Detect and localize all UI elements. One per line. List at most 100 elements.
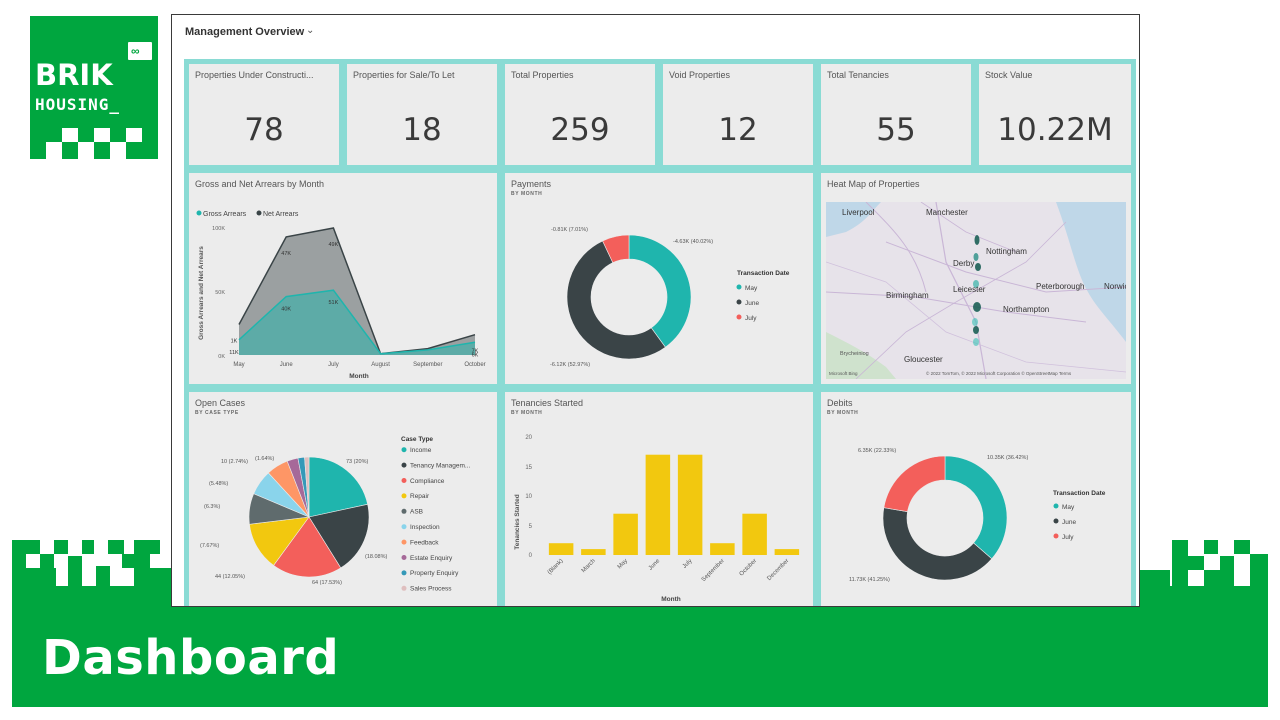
kpi-value: 78 [244, 112, 284, 148]
open-cases-chart-tile[interactable]: Open Cases BY CASE TYPE Income Tenancy Ma… [189, 392, 497, 606]
tenancies-chart-tile[interactable]: Tenancies Started BY MONTH Tenancies Sta… [505, 392, 813, 606]
slice-label: (5.48%) [209, 481, 228, 487]
legend-marker [401, 493, 407, 499]
chart-title: Debits [827, 398, 853, 408]
legend-label-gross: Gross Arrears [203, 211, 247, 218]
slice-label-may: -4.63K (40.02%) [673, 239, 713, 245]
x-tick-label: October [464, 362, 485, 368]
chart-title: Heat Map of Properties [827, 179, 920, 189]
map-label-northampton: Northampton [1003, 305, 1049, 314]
slice-label-june: -6.12K (52.97%) [550, 362, 590, 368]
map-label-peterborough: Peterborough [1036, 282, 1084, 291]
heat-map-tile[interactable]: Heat Map of Properties [821, 173, 1131, 384]
kpi-tile-total-tenancies[interactable]: Total Tenancies 55 [821, 64, 971, 165]
kpi-label: Total Properties [511, 70, 574, 80]
map-label-derby: Derby [953, 259, 974, 268]
open-cases-pie: Income Tenancy Managem... Compliance Repair… [200, 436, 471, 593]
kpi-label: Void Properties [669, 70, 731, 80]
map-attribution: © 2022 TomTom, © 2022 Microsoft Corporat… [926, 370, 1072, 376]
dashboard-title[interactable]: Management Overview [185, 26, 305, 38]
debits-donut: Transaction Date May June July 10.35K (3… [849, 448, 1106, 583]
legend-marker [401, 570, 407, 576]
slide-title: Dashboard [42, 630, 340, 686]
infinity-glyph: ∞ [131, 44, 140, 58]
slice-compliance [273, 516, 342, 578]
kpi-tile-total-properties[interactable]: Total Properties 259 [505, 64, 655, 165]
legend-label-july: July [1062, 534, 1074, 541]
x-tick-label: May [233, 362, 244, 368]
kpi-tile-for-sale[interactable]: Properties for Sale/To Let 18 [347, 64, 497, 165]
dashboard-window: Management Overview ⌄ Properties Under C… [171, 14, 1140, 607]
y-tick-label: 0 [529, 553, 533, 559]
legend-label: ASB [410, 509, 423, 516]
slice-label: 73 (20%) [346, 459, 368, 465]
slice-label: (18.08%) [365, 554, 387, 560]
kpi-tile-void-properties[interactable]: Void Properties 12 [663, 64, 813, 165]
legend-marker [401, 555, 407, 560]
legend-marker-may [1053, 503, 1059, 509]
map-brand: Microsoft Bing [829, 371, 858, 376]
chart-subtitle: BY MONTH [511, 191, 543, 197]
x-tick-label: September [701, 558, 726, 583]
legend-label: Compliance [410, 478, 445, 485]
y-tick-label: 15 [525, 465, 532, 471]
map-label-gloucester: Gloucester [904, 355, 943, 364]
kpi-tile-under-construction[interactable]: Properties Under Constructi... 78 [189, 64, 339, 165]
slice-july [602, 234, 630, 264]
legend-marker [401, 508, 407, 514]
legend-marker-july [1053, 533, 1059, 539]
map-sea-northwest [826, 202, 881, 237]
x-tick-label: March [581, 558, 597, 574]
legend-marker [401, 462, 407, 468]
x-tick-label: (Blank) [547, 558, 565, 576]
slice-june [566, 240, 666, 360]
legend-marker-net [256, 210, 262, 216]
chart-title: Open Cases [195, 398, 246, 408]
payments-chart-tile[interactable]: Payments BY MONTH Transaction Date May J… [505, 173, 813, 384]
data-label-net: 49K [329, 242, 339, 248]
legend-label: Property Enquiry [410, 570, 459, 577]
slice-label-july: -0.81K (7.01%) [551, 227, 588, 233]
arrears-chart-tile[interactable]: Gross and Net Arrears by Month Gross Arr… [189, 173, 497, 384]
bar-blank [548, 543, 574, 555]
chart-title: Gross and Net Arrears by Month [195, 179, 325, 189]
chat-bubble-icon: ∞ [126, 40, 154, 62]
slice-label: 64 (17.53%) [312, 580, 342, 586]
map-label-norwich: Norwich [1104, 282, 1126, 291]
slice-income [308, 456, 368, 518]
data-label-gross: 11K [229, 350, 239, 356]
slice-july [883, 455, 946, 513]
kpi-value: 12 [718, 112, 758, 148]
line-0 [238, 289, 476, 355]
slice-label: (1.64%) [255, 456, 274, 462]
kpi-label: Properties Under Constructi... [195, 70, 314, 80]
map-label-nottingham: Nottingham [986, 247, 1027, 256]
y-tick-label: 5 [529, 524, 533, 530]
bar-december [774, 549, 800, 555]
heat-map[interactable]: Liverpool Manchester Nottingham Derby Le… [826, 202, 1126, 379]
kpi-tile-stock-value[interactable]: Stock Value 10.22M [979, 64, 1131, 165]
slice-label: (7.67%) [200, 543, 219, 549]
y-tick-label: 100K [212, 226, 225, 232]
chart-subtitle: BY CASE TYPE [195, 410, 239, 416]
map-wales-green [826, 332, 896, 379]
legend-label-june: June [745, 300, 759, 307]
map-label-brycheiniog: Brycheiniog [840, 351, 869, 357]
map-label-liverpool: Liverpool [842, 208, 875, 217]
legend-label: Sales Process [410, 586, 452, 593]
data-label-gross: 51K [329, 300, 339, 306]
legend-title: Case Type [401, 436, 433, 443]
legend-label: Feedback [410, 539, 439, 546]
legend-title: Transaction Date [737, 270, 790, 277]
debits-chart-tile[interactable]: Debits BY MONTH Transaction Date May Jun… [821, 392, 1131, 606]
chart-subtitle: BY MONTH [827, 410, 859, 416]
slice-label: 44 (12.05%) [215, 574, 245, 580]
legend-marker-gross [196, 210, 202, 216]
chevron-down-icon[interactable]: ⌄ [306, 25, 315, 36]
payments-donut: Transaction Date May June July -4.63K (4… [550, 227, 790, 368]
legend-marker-july [736, 314, 742, 320]
legend-title: Transaction Date [1053, 490, 1106, 497]
kpi-value: 10.22M [997, 112, 1113, 148]
slice-june [882, 507, 993, 581]
